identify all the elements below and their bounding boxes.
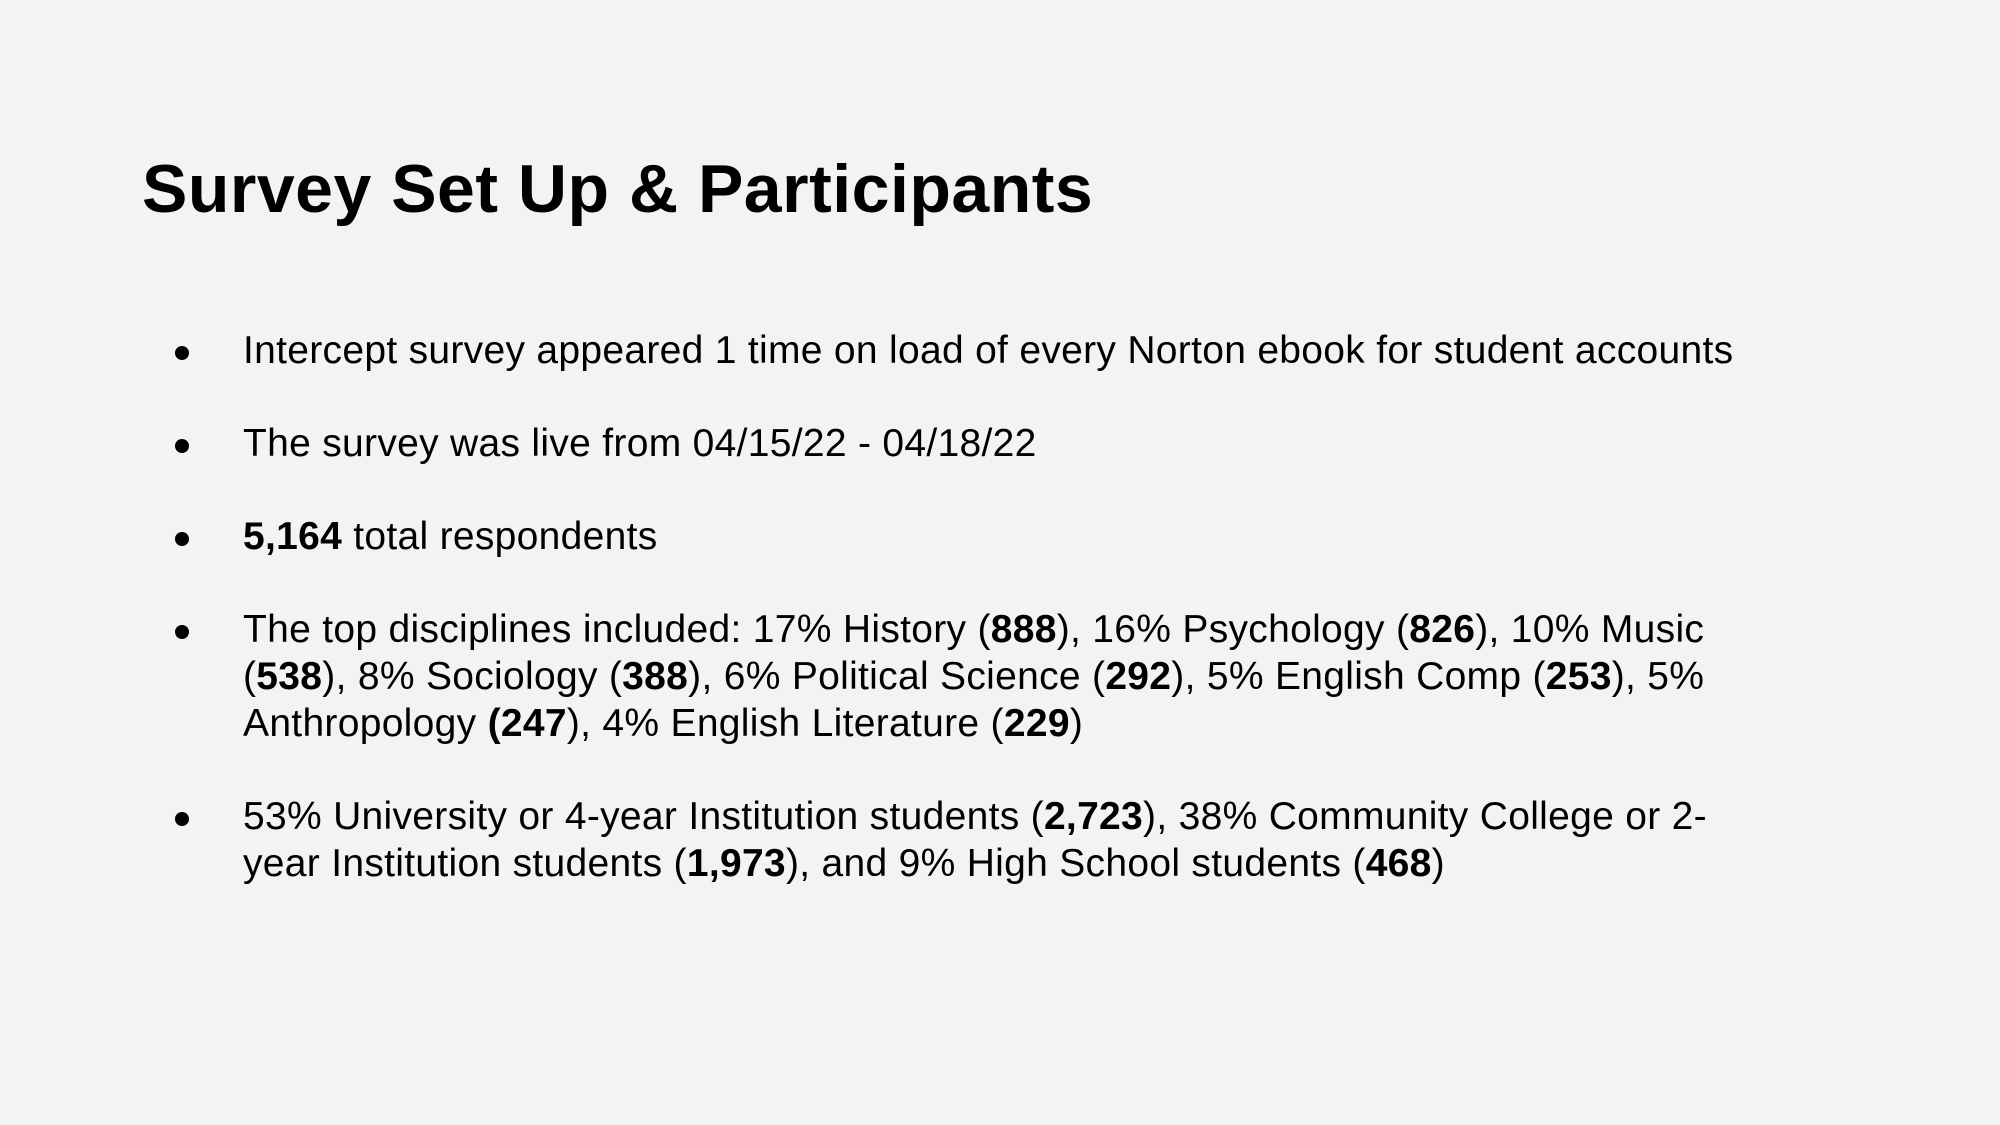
bullet-text: ), and 9% High School students ( — [785, 842, 1366, 885]
bullet-text: ) — [1069, 702, 1084, 745]
bullet-text: ), 6% Political Science ( — [688, 655, 1106, 698]
slide-title: Survey Set Up & Participants — [142, 151, 1094, 227]
count-english-literature: 229 — [1003, 702, 1070, 745]
bullet-text: ), 4% English Literature ( — [566, 702, 1004, 745]
bullet-text: Intercept survey appeared 1 time on load… — [243, 329, 1734, 372]
bullet-survey-dates: The survey was live from 04/15/22 - 04/1… — [0, 420, 1763, 467]
bullet-total-respondents: 5,164 total respondents — [0, 513, 1763, 560]
bullet-list: Intercept survey appeared 1 time on load… — [0, 327, 2000, 933]
bullet-text: ), 5% English Comp ( — [1171, 655, 1546, 698]
count-history: 888 — [990, 608, 1057, 651]
count-community-college: 1,973 — [686, 842, 786, 885]
bullet-text: 53% University or 4-year Institution stu… — [243, 795, 1044, 838]
bullet-text: ) — [1431, 842, 1445, 885]
bullet-top-disciplines: The top disciplines included: 17% Histor… — [0, 606, 1763, 747]
bullet-text: ), 16% Psychology ( — [1056, 608, 1410, 651]
count-political-science: 292 — [1105, 655, 1172, 698]
count-university: 2,723 — [1043, 795, 1144, 838]
bullet-text: total respondents — [342, 515, 658, 558]
count-english-comp: 253 — [1545, 655, 1612, 698]
bullet-text: ), 38% Community College or 2-year Insti… — [243, 795, 1707, 885]
bullet-survey-intercept: Intercept survey appeared 1 time on load… — [0, 327, 1763, 374]
bullet-text: ), 8% Sociology ( — [322, 655, 623, 698]
bullet-text: ), 5% Anthropology — [243, 655, 1705, 745]
bullet-text: The survey was live from 04/15/22 - 04/1… — [243, 422, 1037, 465]
count-psychology: 826 — [1409, 608, 1476, 651]
bullet-text: ), 10% Music ( — [243, 608, 1705, 698]
respondent-count: 5,164 — [243, 515, 343, 558]
count-anthropology: (247 — [487, 702, 567, 745]
count-high-school: 468 — [1365, 842, 1432, 885]
count-music: 538 — [256, 655, 323, 698]
count-sociology: 388 — [622, 655, 689, 698]
bullet-text: The top disciplines included: 17% Histor… — [243, 608, 991, 651]
bullet-institution-types: 53% University or 4-year Institution stu… — [0, 793, 1763, 887]
